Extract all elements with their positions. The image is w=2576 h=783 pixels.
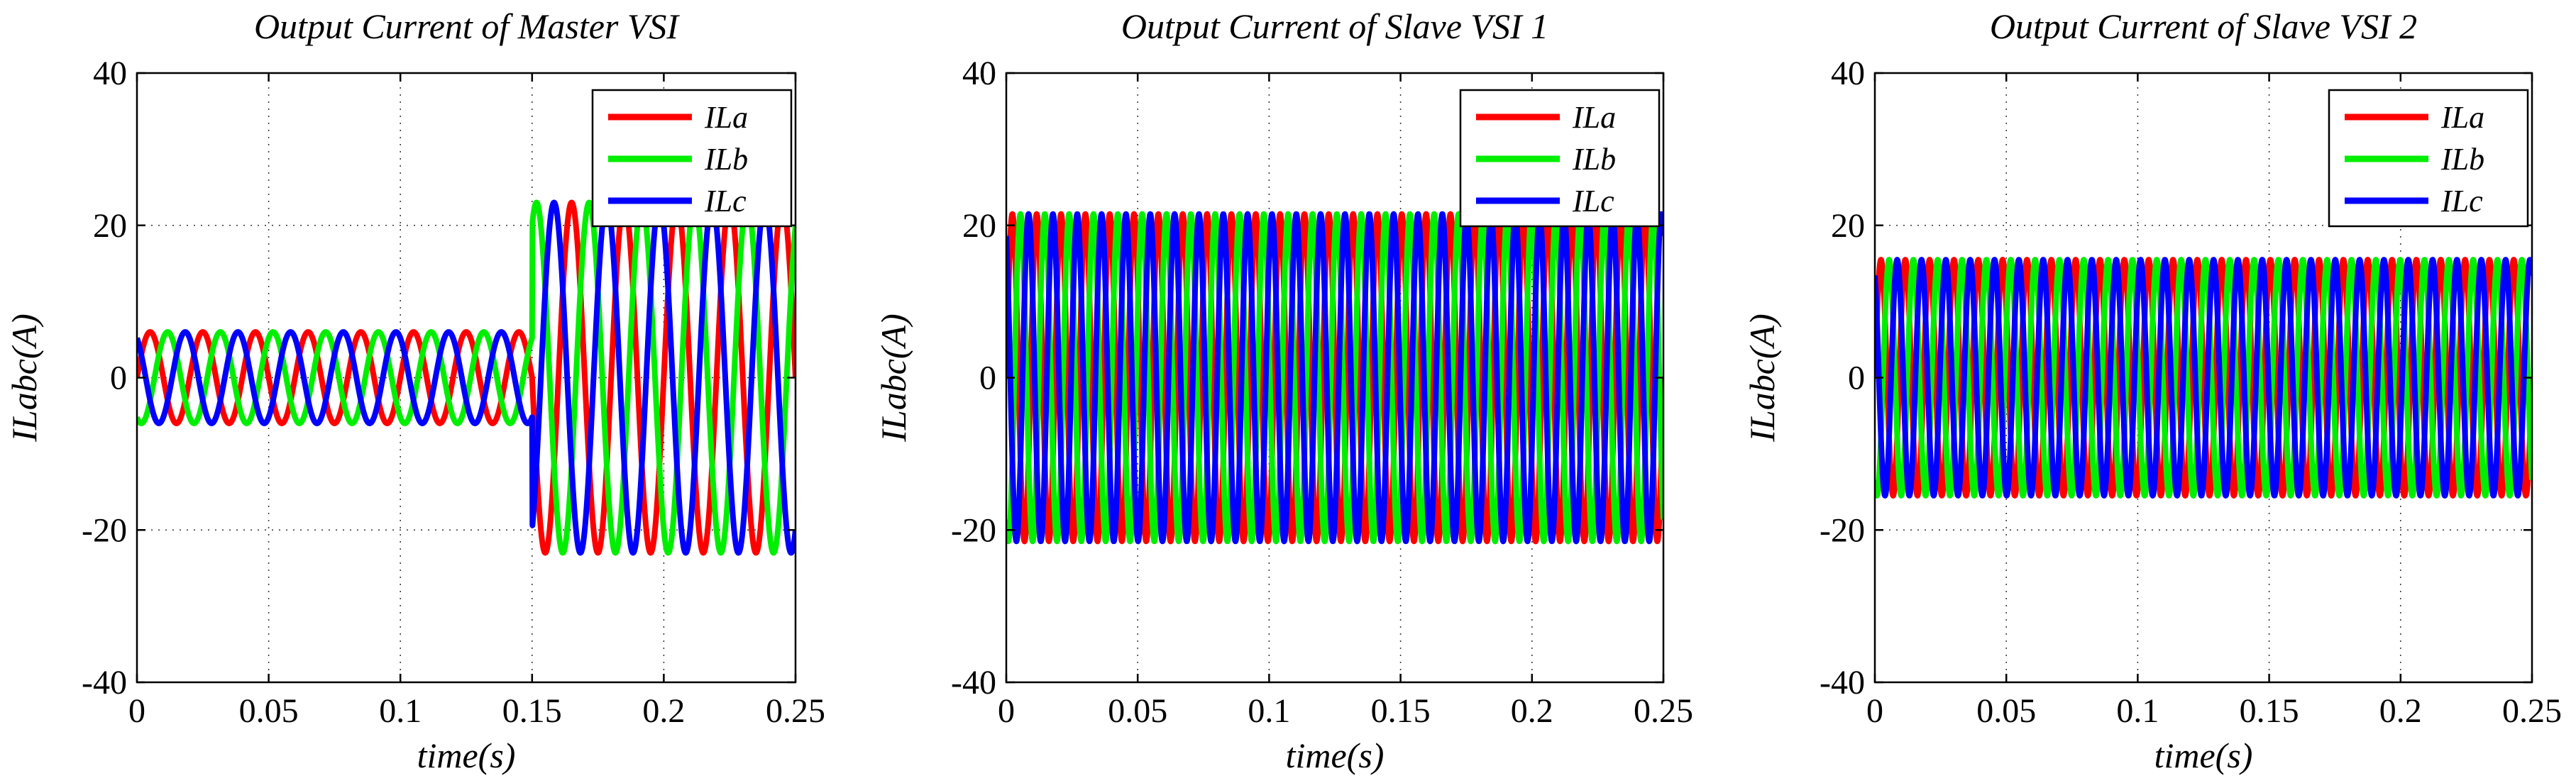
x-tick-label: 0.05: [239, 692, 299, 730]
y-tick-label: 40: [962, 55, 996, 92]
y-tick-label: -40: [951, 664, 996, 701]
legend: ILa ILb ILc: [2328, 89, 2529, 228]
x-tick-label: 0.15: [502, 692, 562, 730]
y-axis-label: ILabc(A): [4, 313, 44, 443]
legend-label-ila: ILa: [1572, 100, 1616, 135]
chart-panel-1: 0 0.05 0.1 0.15 0.2 0.25 -40 -20 0 20 40 Output Cur…: [4, 6, 825, 775]
x-axis-label: time(s): [1286, 735, 1385, 775]
x-tick-label: 0.25: [1634, 692, 1693, 730]
y-tick-label: -20: [82, 511, 127, 549]
series-group: [137, 199, 796, 556]
x-tick-label: 0.15: [2240, 692, 2299, 730]
y-tick-label: -20: [1820, 511, 1865, 549]
x-tick-label: 0: [1866, 692, 1883, 730]
chart-panel-2: 0 0.05 0.1 0.15 0.2 0.25 -40 -20 0 20 40 Output Cur…: [874, 6, 1693, 775]
legend-label-ila: ILa: [2440, 100, 2484, 135]
series-group: [1006, 211, 1663, 545]
y-tick-label: 40: [93, 55, 127, 92]
x-tick-label: 0.1: [1248, 692, 1290, 730]
x-tick-label: 0: [998, 692, 1015, 730]
series-line-ilb: [1875, 257, 2532, 499]
y-tick-label: 20: [93, 207, 127, 245]
y-tick-label: 40: [1831, 55, 1865, 92]
legend-label-ila: ILa: [704, 100, 748, 135]
y-tick-label: 0: [1848, 360, 1865, 397]
y-axis-label: ILabc(A): [1742, 313, 1782, 443]
x-axis-label: time(s): [2154, 735, 2253, 775]
y-tick-label: 20: [962, 207, 996, 245]
x-tick-label: 0.25: [2502, 692, 2562, 730]
legend: ILa ILb ILc: [1459, 89, 1661, 228]
chart-title: Output Current of Master VSI: [254, 6, 680, 46]
y-tick-label: 20: [1831, 207, 1865, 245]
legend-label-ilc: ILc: [704, 184, 747, 218]
x-tick-label: 0.2: [642, 692, 685, 730]
series-group: [1875, 257, 2532, 499]
y-tick-label: -40: [82, 664, 127, 701]
x-tick-label: 0.1: [2116, 692, 2159, 730]
x-tick-label: 0.1: [379, 692, 422, 730]
x-tick-label: 0.2: [2379, 692, 2422, 730]
legend: ILa ILb ILc: [591, 89, 793, 228]
x-tick-label: 0.05: [1108, 692, 1167, 730]
y-tick-label: 0: [110, 360, 127, 397]
legend-label-ilc: ILc: [1572, 184, 1614, 218]
series-line-ilc: [1875, 257, 2532, 499]
series-line-ilc: [1006, 211, 1663, 545]
legend-label-ilb: ILb: [1572, 142, 1616, 177]
x-tick-label: 0: [128, 692, 145, 730]
y-tick-label: 0: [979, 360, 996, 397]
chart-panel-3: 0 0.05 0.1 0.15 0.2 0.25 -40 -20 0 20 40 Output Cur…: [1742, 6, 2562, 775]
chart-title: Output Current of Slave VSI 2: [1990, 6, 2417, 46]
y-tick-label: -40: [1820, 664, 1865, 701]
x-tick-label: 0.15: [1371, 692, 1431, 730]
series-line-ila: [1006, 211, 1663, 545]
y-axis-label: ILabc(A): [874, 313, 913, 443]
x-tick-label: 0.2: [1511, 692, 1553, 730]
legend-label-ilc: ILc: [2440, 184, 2483, 218]
series-line-ilb: [1006, 211, 1663, 545]
chart-title: Output Current of Slave VSI 1: [1121, 6, 1548, 46]
series-line-ilc: [137, 199, 796, 556]
x-axis-label: time(s): [417, 735, 516, 775]
x-tick-label: 0.25: [766, 692, 825, 730]
y-tick-label: -20: [951, 511, 996, 549]
x-tick-label: 0.05: [1976, 692, 2036, 730]
series-line-ila: [1875, 257, 2532, 499]
legend-label-ilb: ILb: [704, 142, 748, 177]
legend-label-ilb: ILb: [2440, 142, 2484, 177]
